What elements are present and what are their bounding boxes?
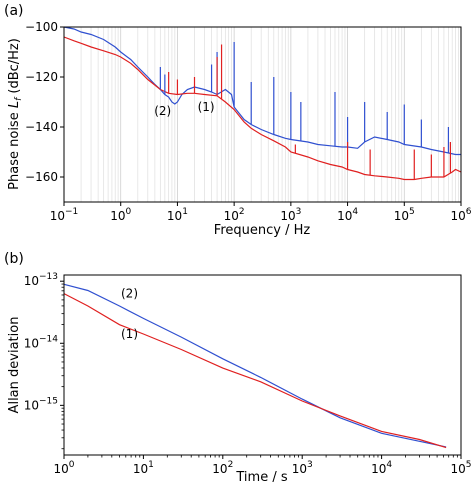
panel-a-series-1-label: (1) (198, 100, 215, 114)
panel-b-y-axis-label: Allan deviation (7, 317, 22, 414)
x-tick-label: 105 (450, 460, 471, 476)
y-tick-label: −120 (25, 70, 58, 84)
panel-a-phase-noise: (a) 10−1 100 101 102 103 104 105 106 −100−120−1… (4, 3, 472, 238)
series-line-1 (63, 293, 447, 449)
x-tick-label: 104 (337, 207, 358, 223)
x-tick-label: 102 (212, 460, 233, 476)
y-tick-label: 10−14 (24, 334, 59, 350)
y-tick-label: 10−13 (24, 272, 58, 288)
x-tick-label: 103 (292, 460, 313, 476)
panel-b-series (63, 283, 447, 449)
panel-b-label: (b) (4, 251, 24, 267)
panel-a-plot-frame (63, 26, 462, 203)
panel-a-x-ticks: 10−1 100 101 102 103 104 105 106 (50, 202, 472, 223)
x-tick-label: 104 (371, 460, 392, 476)
panel-b-plot-frame (63, 274, 462, 456)
y-tick-label: −100 (25, 20, 58, 34)
panel-b-y-ticks: 10−13 10−14 10−15 (24, 272, 64, 450)
x-tick-label: 101 (167, 207, 188, 223)
panel-a-y-axis-label: Phase noise Lf (dBc/Hz) (7, 38, 24, 190)
x-tick-label: 10−1 (50, 207, 79, 223)
x-tick-label: 102 (224, 207, 245, 223)
panel-a-series-2-label: (2) (154, 104, 171, 118)
y-tick-label: −160 (25, 170, 58, 184)
panel-b-allan-deviation: (b) 100 101 102 103 104 105 10−13 10−14 10−15 T… (4, 251, 472, 485)
y-tick-label: 10−15 (24, 396, 58, 412)
panel-b-x-axis-label: Time / s (235, 470, 287, 485)
y-tick-label: −140 (25, 120, 58, 134)
panel-a-y-ticks: −100 −120 −140 −160 (25, 20, 64, 184)
series-line-0 (63, 26, 461, 156)
panel-b-series-2-label: (2) (121, 287, 138, 301)
x-tick-label: 106 (450, 207, 471, 223)
panel-a-grid (63, 27, 459, 202)
panel-a-label: (a) (4, 3, 24, 19)
panel-b-series-1-label: (1) (121, 327, 138, 341)
panel-a-series (63, 26, 462, 181)
x-tick-label: 101 (133, 460, 154, 476)
x-tick-label: 100 (53, 460, 74, 476)
x-tick-label: 105 (394, 207, 415, 223)
x-tick-label: 103 (280, 207, 301, 223)
x-tick-label: 100 (110, 207, 131, 223)
panel-b-x-ticks: 100 101 102 103 104 105 (53, 455, 472, 476)
series-line-0 (63, 283, 447, 448)
series-line-1 (63, 36, 462, 181)
panel-a-x-axis-label: Frequency / Hz (214, 223, 311, 238)
